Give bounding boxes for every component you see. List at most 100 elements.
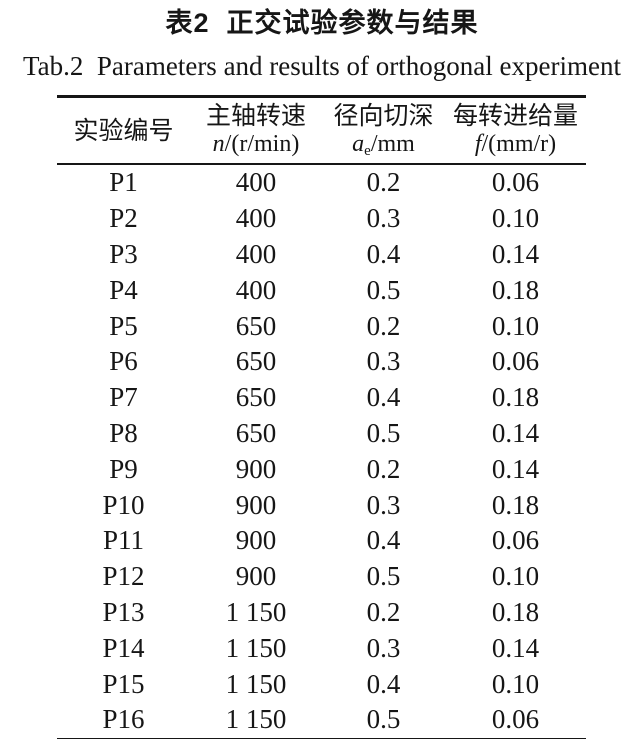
table-row: P9 900 0.2 0.14 — [57, 451, 586, 487]
cell-experiment-id: P8 — [109, 417, 138, 448]
cell-feed-per-rev: 0.10 — [491, 203, 540, 234]
column-header-feed-per-rev: 每转进给量 f/(mm/r) — [445, 96, 586, 165]
table-row: P10 900 0.3 0.18 — [57, 487, 586, 523]
cell-experiment-id: P10 — [102, 489, 145, 520]
header-row: 实验编号 主轴转速 n/(r/min) 径向切深 ae/mm 每转进给量 f/(… — [57, 96, 586, 165]
column-header-spindle-speed: 主轴转速 n/(r/min) — [190, 96, 322, 165]
cell-radial-depth: 0.5 — [366, 274, 401, 305]
cell-spindle-speed: 400 — [235, 203, 277, 234]
cell-spindle-speed: 900 — [235, 525, 277, 556]
cell-spindle-speed: 1 150 — [225, 668, 287, 699]
cell-feed-per-rev: 0.06 — [491, 704, 540, 735]
cell-feed-per-rev: 0.06 — [491, 525, 540, 556]
cell-experiment-id: P3 — [109, 238, 138, 269]
column-label: 每转进给量 — [452, 103, 578, 130]
cell-radial-depth: 0.2 — [366, 453, 401, 484]
table-row: P5 650 0.2 0.10 — [57, 308, 586, 344]
symbol-unit: /mm — [370, 131, 415, 157]
symbol-unit: /(mm/r) — [481, 131, 557, 157]
cell-experiment-id: P7 — [109, 382, 138, 413]
cell-experiment-id: P16 — [102, 704, 145, 735]
cell-spindle-speed: 400 — [235, 274, 277, 305]
table-row: P2 400 0.3 0.10 — [57, 201, 586, 237]
cell-spindle-speed: 1 150 — [225, 596, 287, 627]
cell-feed-per-rev: 0.18 — [491, 382, 540, 413]
cell-spindle-speed: 400 — [235, 167, 277, 198]
table-row: P12 900 0.5 0.10 — [57, 559, 586, 595]
table-body: P1 400 0.2 0.06 P2 400 0.3 0.10 P3 400 0… — [57, 164, 586, 739]
cell-spindle-speed: 650 — [235, 346, 277, 377]
table-row: P4 400 0.5 0.18 — [57, 272, 586, 308]
table-row: P13 1 150 0.2 0.18 — [57, 595, 586, 631]
cell-feed-per-rev: 0.18 — [491, 274, 540, 305]
cell-radial-depth: 0.4 — [366, 382, 401, 413]
column-label: 主轴转速 — [205, 103, 306, 130]
cell-experiment-id: P15 — [102, 668, 145, 699]
cell-experiment-id: P14 — [102, 632, 145, 663]
table-header: 实验编号 主轴转速 n/(r/min) 径向切深 ae/mm 每转进给量 f/(… — [57, 96, 586, 165]
table-row: P16 1 150 0.5 0.06 — [57, 702, 586, 739]
cell-radial-depth: 0.3 — [366, 489, 401, 520]
cell-radial-depth: 0.4 — [366, 668, 401, 699]
cell-spindle-speed: 900 — [235, 489, 277, 520]
column-symbol-unit: ae/mm — [322, 131, 445, 160]
table-row: P6 650 0.3 0.06 — [57, 344, 586, 380]
table-row: P11 900 0.4 0.06 — [57, 523, 586, 559]
cell-radial-depth: 0.5 — [366, 561, 401, 592]
column-header-radial-depth: 径向切深 ae/mm — [322, 96, 445, 165]
column-symbol-unit: n/(r/min) — [190, 131, 322, 160]
cell-spindle-speed: 1 150 — [225, 632, 287, 663]
column-symbol-unit: f/(mm/r) — [445, 131, 586, 160]
cell-radial-depth: 0.4 — [366, 238, 401, 269]
table-row: P1 400 0.2 0.06 — [57, 164, 586, 201]
table-row: P14 1 150 0.3 0.14 — [57, 630, 586, 666]
table-row: P7 650 0.4 0.18 — [57, 380, 586, 416]
cell-radial-depth: 0.5 — [366, 704, 401, 735]
table-row: P3 400 0.4 0.14 — [57, 237, 586, 273]
cell-experiment-id: P9 — [109, 453, 138, 484]
cell-experiment-id: P6 — [109, 346, 138, 377]
cell-feed-per-rev: 0.10 — [491, 310, 540, 341]
cell-radial-depth: 0.3 — [366, 203, 401, 234]
cell-spindle-speed: 650 — [235, 382, 277, 413]
cell-radial-depth: 0.2 — [366, 596, 401, 627]
table-caption-english: Tab.2 Parameters and results of orthogon… — [23, 51, 621, 81]
cell-spindle-speed: 1 150 — [225, 704, 287, 735]
cell-feed-per-rev: 0.06 — [491, 346, 540, 377]
cell-radial-depth: 0.4 — [366, 525, 401, 556]
cell-radial-depth: 0.2 — [366, 167, 401, 198]
cell-radial-depth: 0.5 — [366, 417, 401, 448]
cell-experiment-id: P13 — [102, 596, 145, 627]
cell-radial-depth: 0.2 — [366, 310, 401, 341]
cell-experiment-id: P4 — [109, 274, 138, 305]
table-row: P15 1 150 0.4 0.10 — [57, 666, 586, 702]
cell-feed-per-rev: 0.06 — [491, 167, 540, 198]
cell-feed-per-rev: 0.14 — [491, 453, 540, 484]
symbol-var: f — [474, 131, 482, 157]
cell-feed-per-rev: 0.10 — [491, 561, 540, 592]
cell-spindle-speed: 650 — [235, 417, 277, 448]
cell-radial-depth: 0.3 — [366, 346, 401, 377]
column-label: 实验编号 — [73, 117, 174, 145]
cell-feed-per-rev: 0.10 — [491, 668, 540, 699]
cell-feed-per-rev: 0.14 — [491, 632, 540, 663]
cell-experiment-id: P12 — [102, 561, 145, 592]
cell-experiment-id: P1 — [109, 167, 138, 198]
cell-experiment-id: P5 — [109, 310, 138, 341]
cell-feed-per-rev: 0.18 — [491, 596, 540, 627]
cell-experiment-id: P11 — [102, 525, 144, 556]
symbol-var: n — [212, 131, 225, 157]
cell-feed-per-rev: 0.14 — [491, 417, 540, 448]
cell-spindle-speed: 650 — [235, 310, 277, 341]
column-header-experiment-id: 实验编号 — [57, 96, 190, 165]
cell-feed-per-rev: 0.14 — [491, 238, 540, 269]
symbol-subscript: e — [364, 143, 371, 159]
cell-experiment-id: P2 — [109, 203, 138, 234]
cell-spindle-speed: 900 — [235, 561, 277, 592]
table-row: P8 650 0.5 0.14 — [57, 416, 586, 452]
orthogonal-experiment-table: 实验编号 主轴转速 n/(r/min) 径向切深 ae/mm 每转进给量 f/(… — [57, 95, 586, 739]
table-caption-chinese: 表2 正交试验参数与结果 — [165, 8, 479, 38]
cell-spindle-speed: 900 — [235, 453, 277, 484]
cell-feed-per-rev: 0.18 — [491, 489, 540, 520]
